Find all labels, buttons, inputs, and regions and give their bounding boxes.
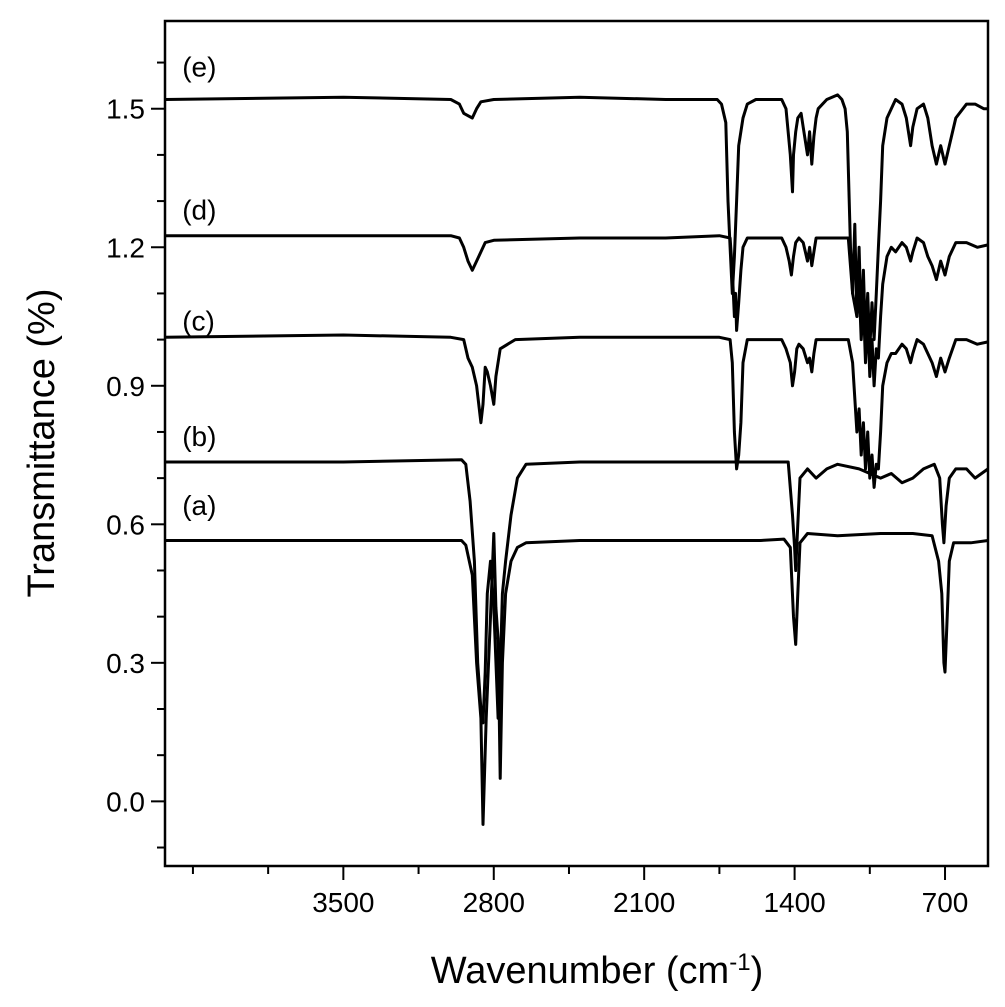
y-tick-label: 1.2 <box>106 232 145 263</box>
x-tick-label: 3500 <box>312 887 374 918</box>
plot-frame <box>163 19 990 868</box>
series-line-b <box>165 458 989 725</box>
x-axis-title: Wavenumber (cm-1) <box>431 949 763 993</box>
x-axis-title-close: ) <box>751 950 764 992</box>
x-axis-ticks: 3500 2800 2100 1400 700 <box>191 866 969 918</box>
x-axis-title-base: Wavenumber (cm <box>431 950 729 992</box>
y-tick-label: 0.6 <box>106 509 145 540</box>
y-tick-label: 0.9 <box>106 371 145 402</box>
x-tick-label: 1400 <box>763 887 825 918</box>
y-tick-label: 1.5 <box>106 94 145 125</box>
y-tick-label: 0.0 <box>106 786 145 817</box>
x-tick-label: 700 <box>922 887 969 918</box>
series-line-d <box>165 234 989 388</box>
series-label-b: (b) <box>182 421 216 452</box>
x-axis-title-sup: -1 <box>729 949 750 976</box>
series-label-c: (c) <box>182 305 215 336</box>
x-tick-label: 2800 <box>463 887 525 918</box>
series-line-e <box>164 93 988 351</box>
series-line-c <box>164 333 989 489</box>
series-label-d: (d) <box>182 195 216 226</box>
series-lines <box>164 93 989 826</box>
series-label-a: (a) <box>182 490 216 521</box>
x-tick-label: 2100 <box>613 887 675 918</box>
series-line-a <box>165 532 989 826</box>
y-axis-ticks: 0.0 0.3 0.6 0.9 1.2 1.5 <box>106 61 165 849</box>
y-axis-title: Transmittance (%) <box>21 289 63 598</box>
y-tick-label: 0.3 <box>106 648 145 679</box>
series-labels: (a) (b) (c) (d) (e) <box>182 51 216 521</box>
series-label-e: (e) <box>182 51 216 82</box>
